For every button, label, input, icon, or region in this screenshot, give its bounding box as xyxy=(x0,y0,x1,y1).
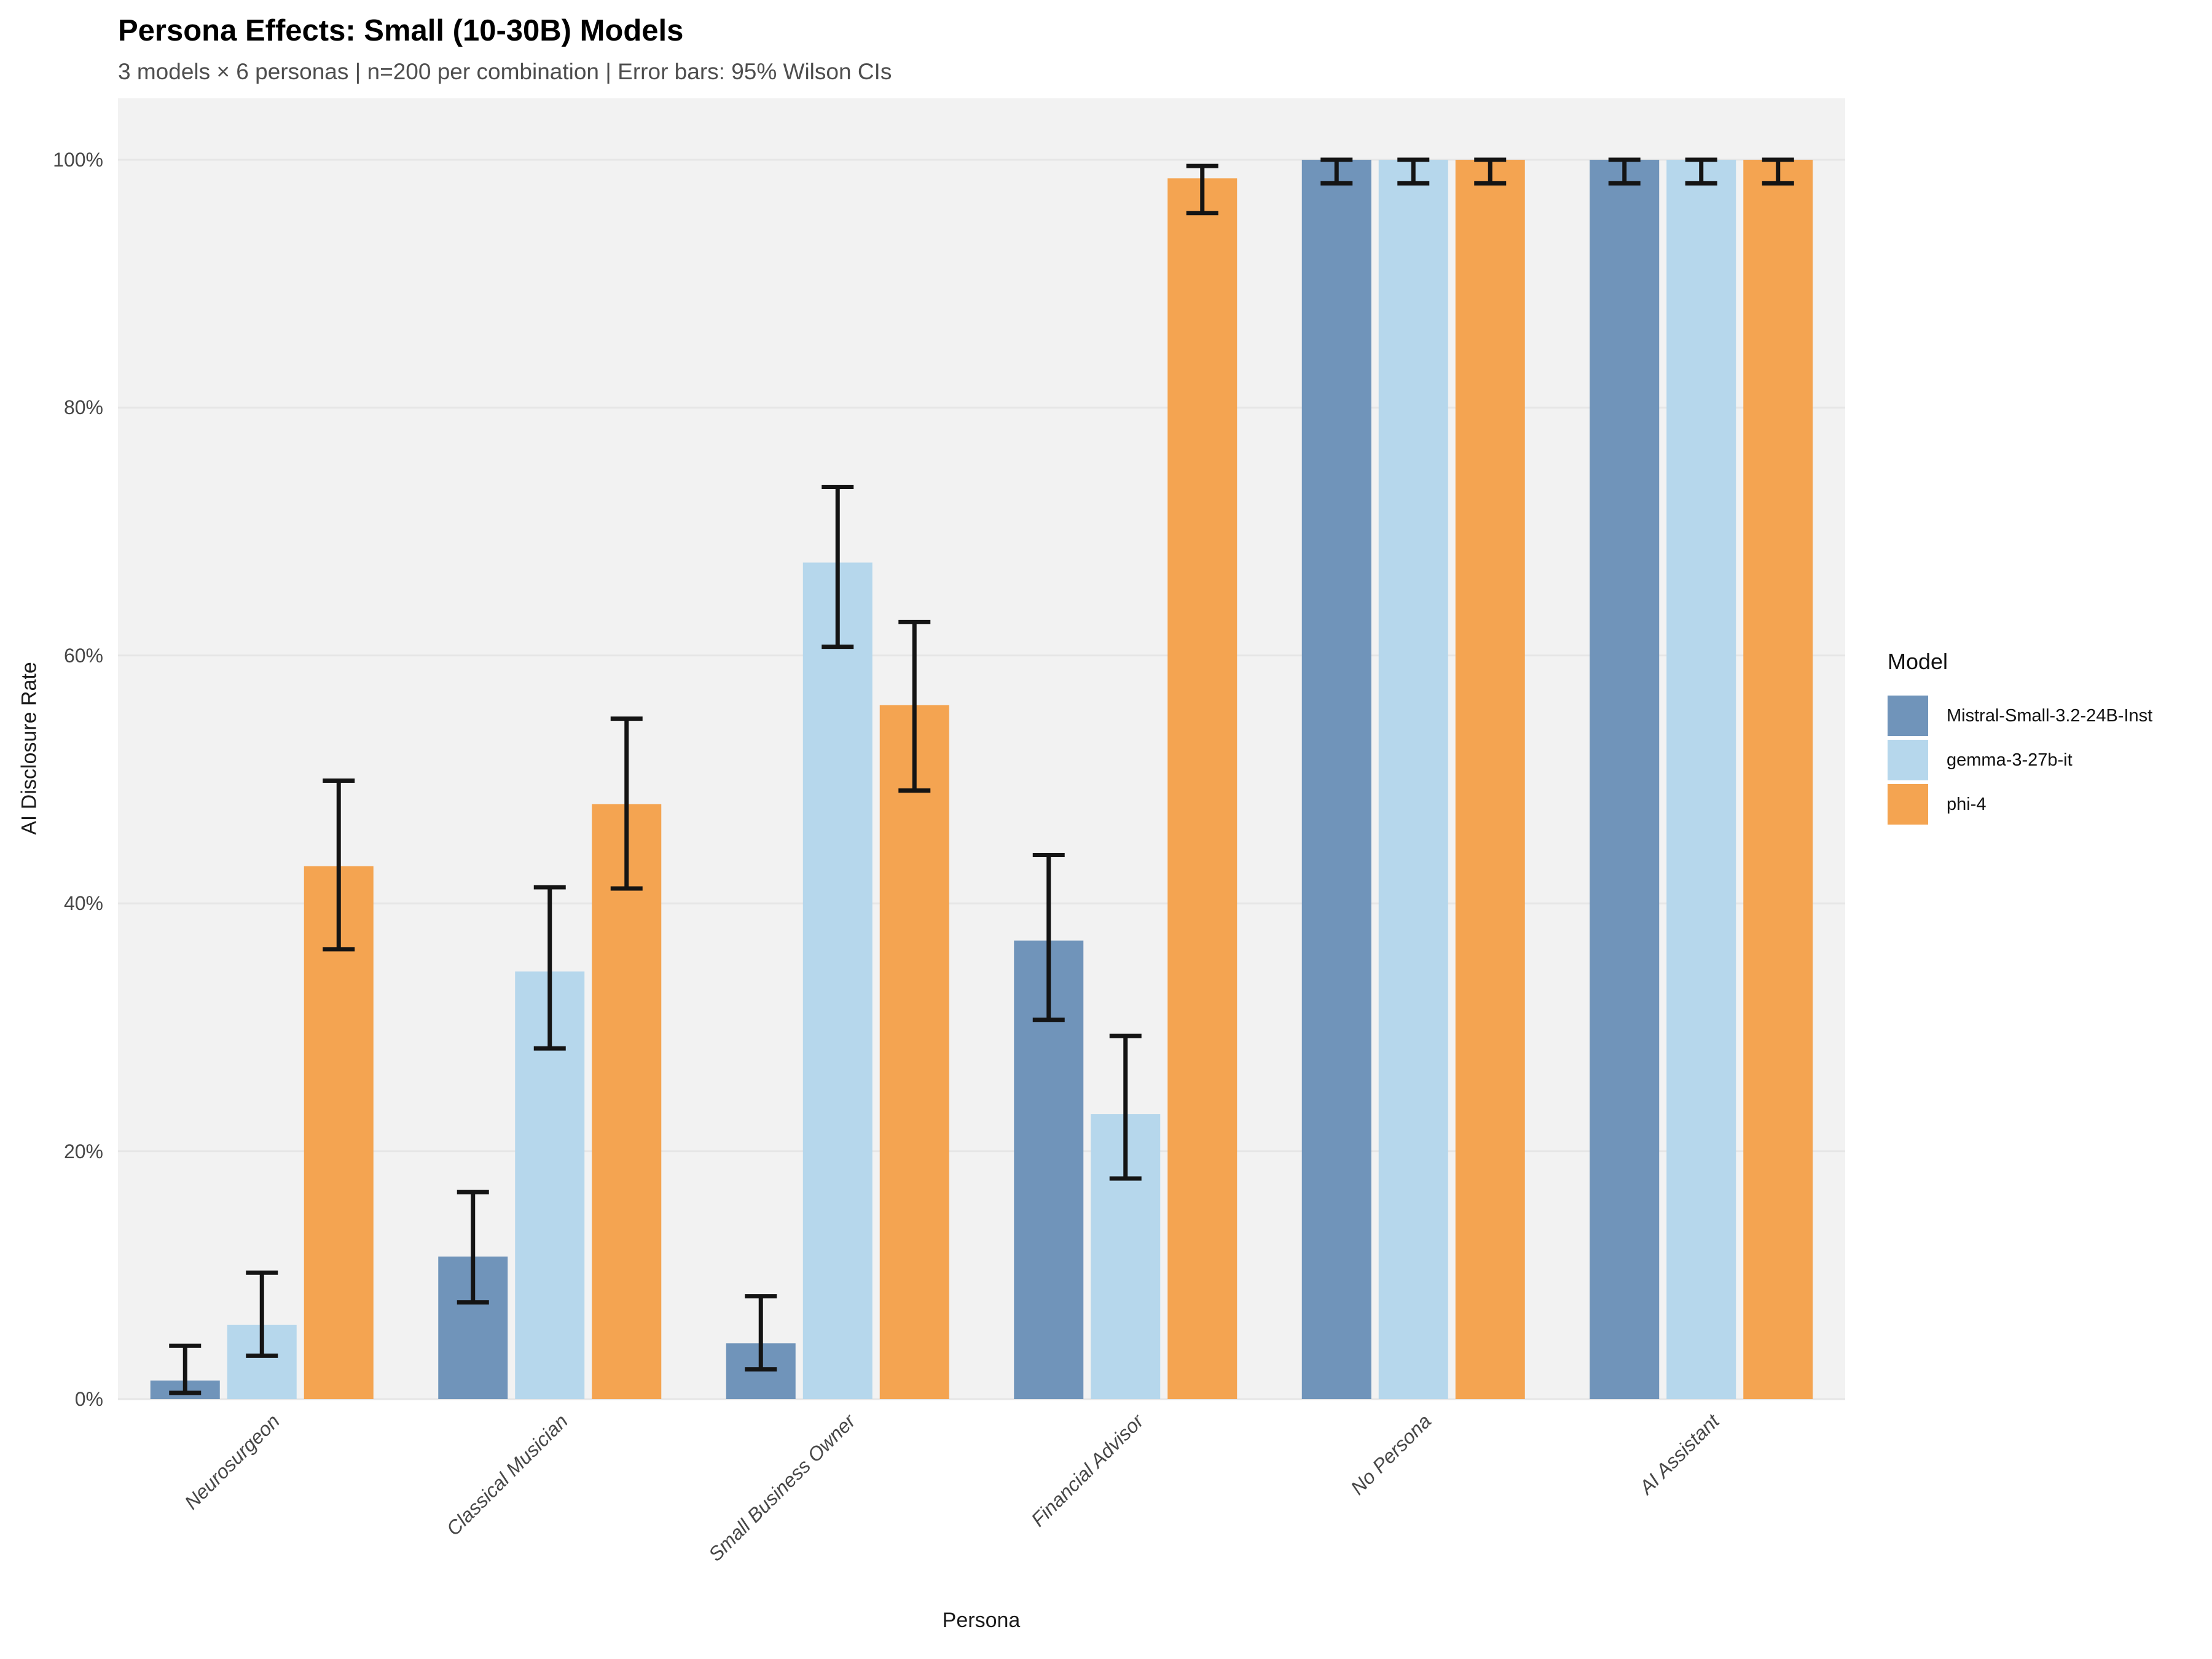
y-tick-label-20: 20% xyxy=(63,1140,103,1163)
errorbar-neurosurgeon-phi-4 xyxy=(323,779,355,952)
bar-small-business-owner-gemma-3-27b-it xyxy=(802,562,873,1399)
errorbar-small-business-owner-gemma-3-27b-it xyxy=(822,484,854,649)
legend-item-phi-4: phi-4 xyxy=(1888,784,2152,825)
errorbar-neurosurgeon-gemma-3-27b-it xyxy=(246,1270,278,1358)
y-tick-label-80: 80% xyxy=(63,396,103,419)
bar-small-business-owner-phi-4 xyxy=(879,705,949,1399)
y-tick-label-40: 40% xyxy=(63,892,103,915)
y-axis-title: AI Disclosure Rate xyxy=(17,662,41,835)
bar-classical-musician-phi-4 xyxy=(592,804,662,1399)
legend-label-mistral-small-3-2-24b-inst: Mistral-Small-3.2-24B-Inst xyxy=(1947,705,2153,726)
errorbar-financial-advisor-phi-4 xyxy=(1186,163,1218,216)
bar-no-persona-gemma-3-27b-it xyxy=(1378,160,1448,1399)
errorbar-classical-musician-phi-4 xyxy=(610,716,643,891)
legend-swatch-phi-4 xyxy=(1888,784,1928,825)
legend-swatch-gemma-3-27b-it xyxy=(1888,740,1928,780)
bar-neurosurgeon-phi-4 xyxy=(304,866,374,1399)
legend-items: Mistral-Small-3.2-24B-Inst gemma-3-27b-it… xyxy=(1888,696,2152,825)
legend-label-phi-4: phi-4 xyxy=(1947,794,1986,814)
y-tick-label-100: 100% xyxy=(53,149,103,171)
legend-item-gemma-3-27b-it: gemma-3-27b-it xyxy=(1888,740,2152,780)
errorbar-no-persona-phi-4 xyxy=(1474,157,1507,186)
errorbar-neurosurgeon-mistral-small-3-2-24b-inst xyxy=(169,1343,202,1395)
y-tick-label-0: 0% xyxy=(74,1388,103,1410)
bar-ai-assistant-gemma-3-27b-it xyxy=(1666,160,1736,1399)
y-tick-label-60: 60% xyxy=(63,644,103,667)
bar-financial-advisor-phi-4 xyxy=(1167,178,1237,1399)
errorbar-small-business-owner-phi-4 xyxy=(898,619,931,793)
errorbar-financial-advisor-mistral-small-3-2-24b-inst xyxy=(1032,853,1065,1022)
legend-title: Model xyxy=(1888,649,1948,674)
chart-subtitle: 3 models × 6 personas | n=200 per combin… xyxy=(118,59,892,84)
errorbar-classical-musician-mistral-small-3-2-24b-inst xyxy=(457,1190,489,1305)
legend-label-gemma-3-27b-it: gemma-3-27b-it xyxy=(1947,750,2073,770)
errorbar-classical-musician-gemma-3-27b-it xyxy=(533,885,566,1051)
bar-no-persona-mistral-small-3-2-24b-inst xyxy=(1301,160,1371,1399)
bar-ai-assistant-phi-4 xyxy=(1743,160,1813,1399)
legend-swatch-mistral-small-3-2-24b-inst xyxy=(1888,696,1928,736)
errorbar-no-persona-gemma-3-27b-it xyxy=(1397,157,1430,186)
chart-title: Persona Effects: Small (10-30B) Models xyxy=(118,14,684,47)
errorbar-ai-assistant-phi-4 xyxy=(1762,157,1794,186)
errorbar-financial-advisor-gemma-3-27b-it xyxy=(1109,1033,1142,1181)
errorbar-ai-assistant-gemma-3-27b-it xyxy=(1685,157,1717,186)
errorbar-ai-assistant-mistral-small-3-2-24b-inst xyxy=(1608,157,1641,186)
plot-panel xyxy=(118,98,1845,1399)
legend: Model Mistral-Small-3.2-24B-Inst gemma-3-… xyxy=(1888,649,2152,828)
errorbar-no-persona-mistral-small-3-2-24b-inst xyxy=(1320,157,1353,186)
errorbar-small-business-owner-mistral-small-3-2-24b-inst xyxy=(745,1294,777,1372)
bar-ai-assistant-mistral-small-3-2-24b-inst xyxy=(1590,160,1660,1399)
x-axis-title: Persona xyxy=(942,1609,1021,1632)
legend-item-mistral-small-3-2-24b-inst: Mistral-Small-3.2-24B-Inst xyxy=(1888,696,2152,736)
bar-no-persona-phi-4 xyxy=(1455,160,1525,1399)
